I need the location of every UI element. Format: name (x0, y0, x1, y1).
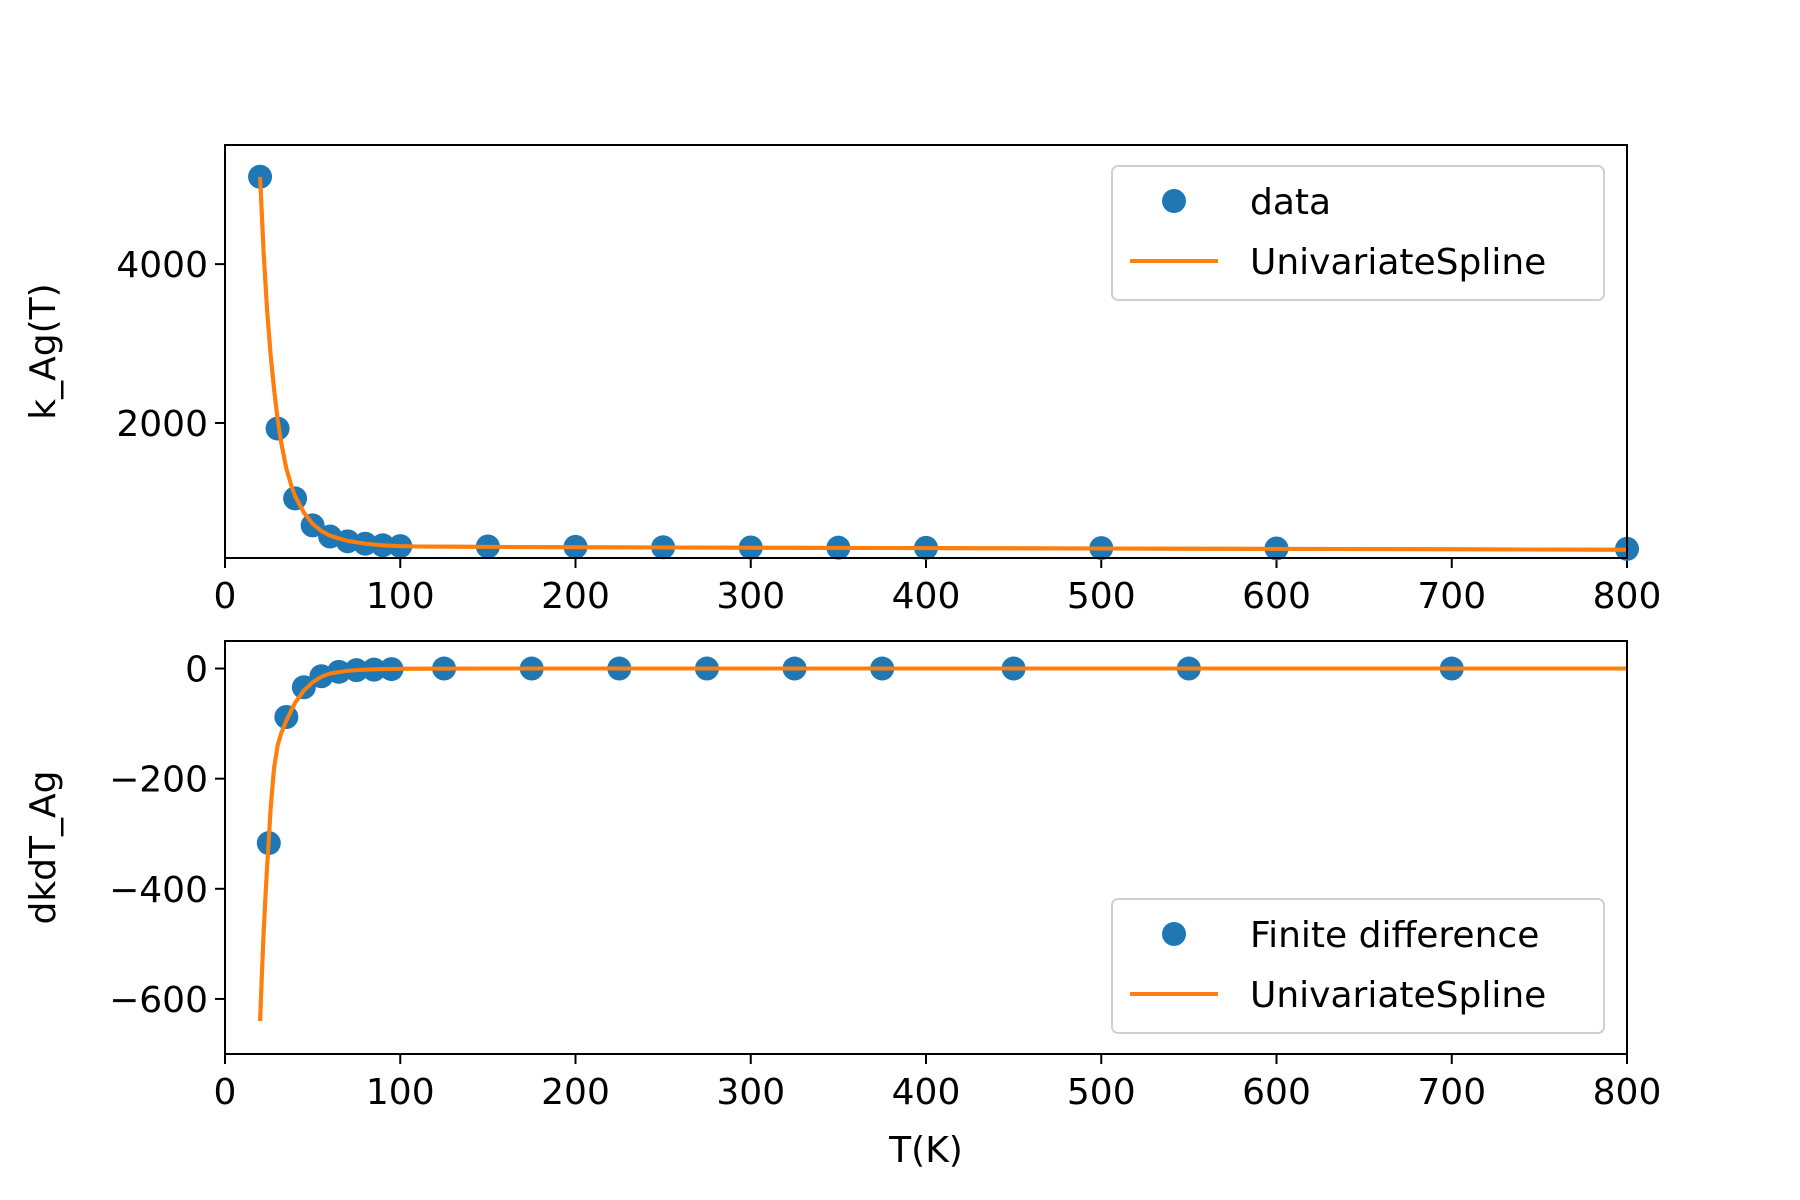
y-tick-label: 4000 (116, 245, 208, 286)
series-line-overlay (258, 666, 1627, 1022)
x-tick-label: 0 (214, 576, 237, 617)
legend-marker (1162, 922, 1186, 946)
x-tick-label: 200 (541, 1072, 610, 1113)
y-axis-label: dkdT_Ag (23, 770, 64, 924)
x-tick-label: 700 (1417, 1072, 1486, 1113)
y-tick-label: −600 (109, 980, 208, 1021)
x-tick-label: 400 (892, 1072, 961, 1113)
x-tick-label: 800 (1593, 576, 1662, 617)
x-tick-label: 300 (716, 576, 785, 617)
x-tick-label: 200 (541, 576, 610, 617)
x-tick-label: 100 (366, 1072, 435, 1113)
axes-frame (224, 640, 1628, 1055)
legend: Finite difference UnivariateSpline (1111, 898, 1605, 1034)
y-axis-label: k_Ag(T) (23, 283, 64, 419)
x-tick-label: 0 (214, 1072, 237, 1113)
legend-marker (1162, 189, 1186, 213)
legend: data UnivariateSpline (1111, 165, 1605, 301)
legend-label: Finite difference (1250, 915, 1539, 956)
y-tick-label: −400 (109, 870, 208, 911)
x-tick-label: 300 (716, 1072, 785, 1113)
panel-2: 0 100 200 300 400 500 600 700 800 0 −200 −400 −600 dk… (23, 640, 1662, 1171)
x-tick-label: 700 (1417, 576, 1486, 617)
x-tick-label: 800 (1593, 1072, 1662, 1113)
x-axis-label: T(K) (888, 1130, 963, 1171)
y-tick-label: 2000 (116, 404, 208, 445)
legend-label: UnivariateSpline (1250, 975, 1546, 1016)
legend-label: UnivariateSpline (1250, 242, 1546, 283)
x-tick-label: 600 (1242, 576, 1311, 617)
panel-1: 0 100 200 300 400 500 600 700 800 2000 4000 k_Ag(T)… (23, 144, 1662, 617)
axes-frame (224, 144, 1628, 559)
x-tick-label: 500 (1067, 576, 1136, 617)
y-tick-label: 0 (185, 650, 208, 691)
series-line-overlay (258, 176, 1627, 552)
legend-box (1111, 898, 1605, 1034)
data-point (248, 164, 273, 189)
legend-label: data (1250, 182, 1331, 223)
x-tick-label: 600 (1242, 1072, 1311, 1113)
legend-box (1111, 165, 1605, 301)
data-point (291, 675, 316, 700)
x-tick-label: 400 (892, 576, 961, 617)
x-tick-label: 500 (1067, 1072, 1136, 1113)
x-tick-label: 100 (366, 576, 435, 617)
y-tick-label: −200 (109, 760, 208, 801)
